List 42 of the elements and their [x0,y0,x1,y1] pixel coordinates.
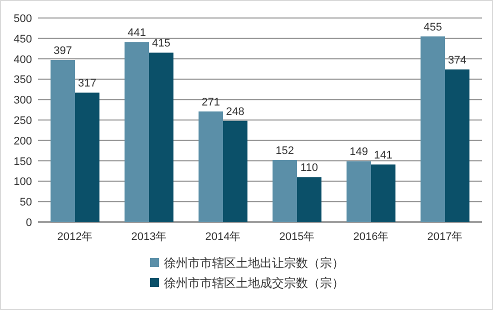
x-tick-label: 2012年 [57,231,93,243]
bar [223,120,248,222]
y-tick-label: 250 [14,115,32,127]
bar [297,177,322,222]
bar [272,160,297,222]
bar [420,36,445,222]
y-tick-label: 300 [14,94,32,107]
y-tick-label: 100 [14,176,32,188]
data-label: 248 [226,106,244,118]
data-label: 110 [300,162,318,174]
y-tick-label: 0 [26,217,32,229]
data-label: 415 [152,38,170,50]
y-tick-label: 350 [14,74,32,86]
x-tick-label: 2015年 [279,231,315,243]
y-tick-label: 150 [14,156,32,168]
data-label: 397 [54,45,72,58]
bar [346,161,371,222]
legend-label: 徐州市市辖区土地成交宗数（宗） [164,276,344,290]
bar [50,60,75,222]
data-label: 149 [350,146,368,158]
y-tick-label: 500 [14,13,32,25]
data-label: 317 [78,78,96,90]
legend-label: 徐州市市辖区土地出让宗数（宗） [164,256,344,270]
bar [445,69,470,222]
data-label: 141 [374,149,392,162]
bar [371,164,396,222]
bar [75,92,100,222]
bar [149,52,174,222]
bar [124,42,149,222]
x-tick-label: 2013年 [131,231,167,243]
x-tick-label: 2017年 [427,231,463,243]
x-tick-label: 2016年 [353,231,389,243]
y-tick-label: 50 [20,196,32,209]
data-label: 152 [276,144,294,157]
data-label: 271 [202,96,220,108]
data-label: 441 [128,27,146,40]
x-tick-label: 2014年 [205,231,241,243]
y-tick-label: 400 [14,54,32,66]
y-tick-label: 200 [14,135,32,148]
bar [198,111,223,222]
y-tick-label: 450 [14,33,32,46]
data-label: 455 [424,21,442,34]
